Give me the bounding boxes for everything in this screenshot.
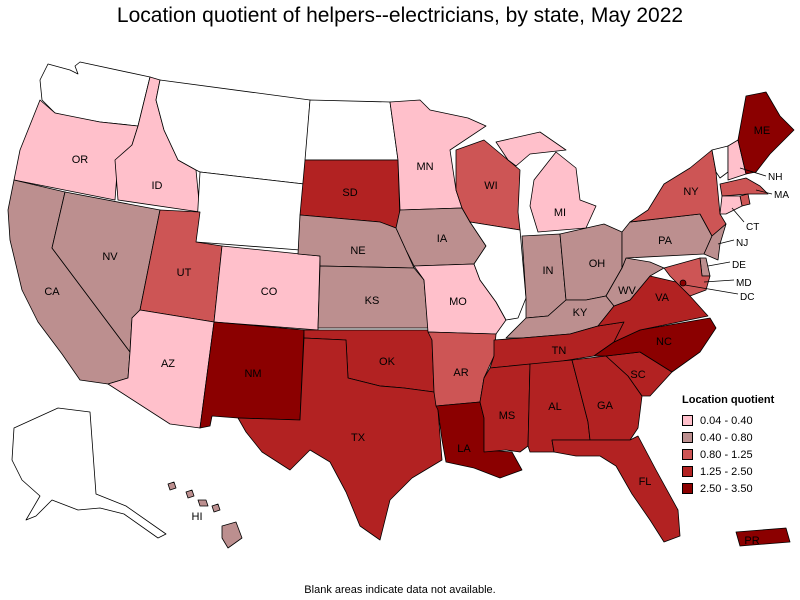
legend-item: 1.25 - 2.50 — [682, 463, 774, 480]
state-label-NM: NM — [244, 368, 261, 380]
legend-item: 0.80 - 1.25 — [682, 446, 774, 463]
state-label-PR: PR — [744, 535, 759, 547]
state-NJ[interactable] — [703, 223, 727, 261]
state-label-MD: MD — [736, 278, 752, 289]
state-VT[interactable] — [711, 145, 729, 179]
state-label-ME: ME — [754, 125, 771, 137]
state-label-GA: GA — [597, 400, 614, 412]
state-label-CO: CO — [261, 286, 278, 298]
callout-line-DE — [707, 261, 731, 267]
state-label-TX: TX — [351, 432, 366, 444]
state-label-OK: OK — [379, 356, 396, 368]
legend-label: 1.25 - 2.50 — [700, 465, 753, 478]
state-label-DC: DC — [740, 292, 754, 303]
callout-line-CT — [731, 207, 745, 223]
state-label-MO: MO — [449, 296, 467, 308]
legend-label: 2.50 - 3.50 — [700, 482, 753, 495]
state-HI[interactable] — [167, 481, 243, 549]
legend-title: Location quotient — [682, 394, 775, 406]
state-label-MA: MA — [774, 190, 789, 201]
state-MD[interactable] — [663, 257, 711, 297]
state-NH[interactable] — [727, 139, 747, 181]
state-FL[interactable] — [551, 435, 681, 543]
legend-swatch — [682, 432, 693, 443]
state-TX[interactable] — [237, 337, 443, 541]
state-label-VA: VA — [655, 292, 670, 304]
state-label-UT: UT — [177, 267, 192, 279]
state-label-KS: KS — [365, 295, 380, 307]
state-label-SD: SD — [342, 187, 357, 199]
legend-swatch — [682, 483, 693, 494]
state-PR[interactable] — [735, 527, 791, 547]
legend-swatch — [682, 415, 693, 426]
state-MA[interactable] — [719, 177, 769, 197]
state-label-LA: LA — [457, 443, 471, 455]
state-label-AR: AR — [453, 367, 468, 379]
callout-line-NJ — [717, 239, 735, 245]
state-label-KY: KY — [573, 307, 588, 319]
callout-line-MA — [755, 189, 773, 195]
state-CT[interactable] — [719, 195, 743, 215]
state-label-NJ: NJ — [736, 238, 748, 249]
footnote: Blank areas indicate data not available. — [304, 584, 496, 596]
state-DC[interactable] — [679, 279, 687, 287]
state-label-CT: CT — [746, 222, 759, 233]
state-label-NE: NE — [350, 245, 365, 257]
state-label-IA: IA — [437, 233, 448, 245]
map-title: Location quotient of helpers--electricia… — [116, 4, 684, 27]
legend-item: 2.50 - 3.50 — [682, 480, 774, 497]
state-label-MI: MI — [554, 207, 566, 219]
state-label-MS: MS — [499, 410, 516, 422]
state-MS[interactable] — [479, 363, 531, 453]
legend-swatch — [682, 449, 693, 460]
state-ME[interactable] — [737, 91, 795, 175]
state-label-OH: OH — [589, 258, 606, 270]
callout-line-NH — [739, 167, 767, 177]
state-label-HI: HI — [192, 511, 203, 523]
legend-item: 0.04 - 0.40 — [682, 412, 774, 429]
state-label-NY: NY — [683, 186, 699, 198]
state-MN[interactable] — [389, 99, 487, 211]
state-label-NC: NC — [656, 336, 672, 348]
state-ND[interactable] — [304, 99, 399, 161]
state-label-AL: AL — [548, 401, 561, 413]
state-label-FL: FL — [639, 476, 652, 488]
state-label-TN: TN — [552, 345, 567, 357]
state-WI[interactable] — [455, 139, 521, 231]
state-label-WI: WI — [484, 180, 497, 192]
state-label-IN: IN — [543, 265, 554, 277]
legend-item: 0.40 - 0.80 — [682, 429, 774, 446]
state-label-PA: PA — [658, 235, 673, 247]
state-label-CA: CA — [44, 286, 60, 298]
legend-label: 0.04 - 0.40 — [700, 414, 753, 427]
state-WY[interactable] — [195, 171, 305, 251]
state-label-NV: NV — [102, 251, 118, 263]
legend-label: 0.40 - 0.80 — [700, 431, 753, 444]
state-label-SC: SC — [630, 369, 645, 381]
state-AK[interactable] — [11, 407, 167, 539]
callout-line-DC — [684, 284, 739, 295]
state-label-NH: NH — [768, 172, 782, 183]
state-MI[interactable] — [495, 131, 597, 233]
legend-swatch — [682, 466, 693, 477]
state-label-WV: WV — [618, 285, 636, 297]
state-label-ID: ID — [152, 180, 163, 192]
state-IL[interactable] — [469, 221, 527, 321]
state-label-AZ: AZ — [161, 358, 175, 370]
state-label-MN: MN — [416, 161, 433, 173]
state-label-DE: DE — [732, 260, 746, 271]
state-label-OR: OR — [72, 154, 89, 166]
callout-line-MD — [703, 279, 735, 283]
legend-label: 0.80 - 1.25 — [700, 448, 753, 461]
map-legend: Location quotient 0.04 - 0.40 0.40 - 0.8… — [682, 394, 774, 497]
